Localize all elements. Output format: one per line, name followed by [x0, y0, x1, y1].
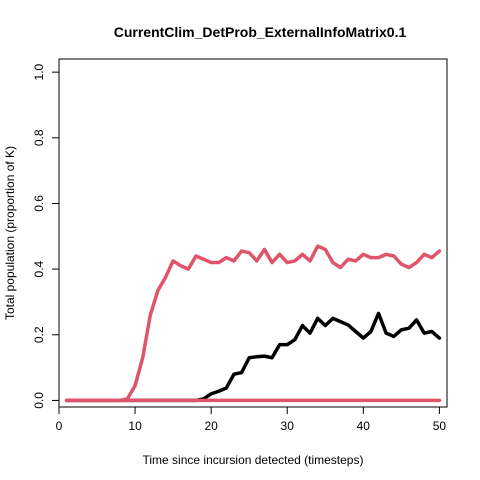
x-tick-label: 0: [56, 419, 63, 433]
x-tick-label: 10: [128, 419, 142, 433]
x-tick-label: 40: [357, 419, 371, 433]
y-tick-label: 1.0: [32, 63, 46, 80]
x-axis-label: Time since incursion detected (timesteps…: [143, 453, 364, 467]
y-tick-label: 0.4: [32, 260, 46, 277]
plot-frame: [58, 58, 448, 408]
x-tick-label: 20: [204, 419, 218, 433]
y-tick-label: 0.6: [32, 195, 46, 212]
y-tick-label: 0.2: [32, 326, 46, 343]
y-axis-label: Total population (proportion of K): [3, 146, 17, 320]
chart-title: CurrentClim_DetProb_ExternalInfoMatrix0.…: [114, 24, 407, 40]
y-tick-label: 0.8: [32, 129, 46, 146]
x-tick-label: 30: [281, 419, 295, 433]
x-axis: 0 10 20 30 40 50: [56, 406, 447, 433]
y-axis: 0.0 0.2 0.4 0.6 0.8 1.0: [32, 63, 60, 409]
series-line-1: [64, 311, 442, 403]
series-layer: [64, 244, 442, 403]
x-tick-label: 50: [433, 419, 447, 433]
y-tick-label: 0.0: [32, 392, 46, 409]
series-line-2: [64, 244, 442, 403]
